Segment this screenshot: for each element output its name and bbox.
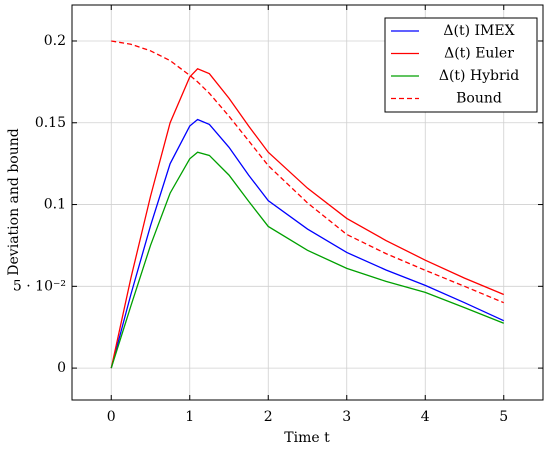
y-tick-label: 0 [57,360,66,376]
plot-frame [71,4,544,401]
x-tick-label: 2 [264,409,273,425]
y-axis-label: Deviation and bound [6,128,22,275]
y-tick-label: 0.2 [44,33,66,49]
line-series [110,68,505,369]
x-tick-label: 5 [499,409,508,425]
x-tick-label: 4 [421,409,430,425]
x-tick-label: 3 [342,409,351,425]
legend-label: Δ(t) Euler [444,46,514,62]
y-tick-label: 0.1 [44,197,66,213]
line-series [111,40,505,304]
legend-label: Δ(t) IMEX [443,23,514,39]
legend-label: Bound [456,91,502,107]
x-tick-label: 0 [107,409,116,425]
legend-box [384,17,538,113]
x-tick-label: 1 [185,409,194,425]
legend-label: Δ(t) Hybrid [439,68,519,84]
line-series [110,151,504,369]
y-tick-label: 5 · 10⁻² [13,278,66,294]
x-axis-label: Time t [284,430,330,446]
y-tick-label: 0.15 [35,115,66,131]
line-series [110,118,505,369]
